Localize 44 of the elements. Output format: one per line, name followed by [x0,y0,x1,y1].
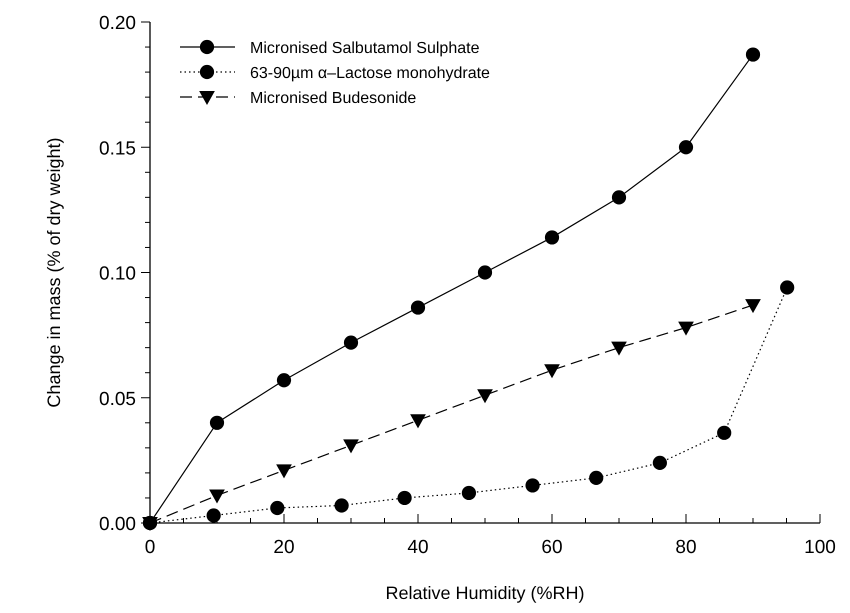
point [544,364,560,378]
point [206,508,221,523]
point [398,490,412,506]
point [717,426,732,440]
x-tick-label: 40 [407,537,429,558]
point [344,336,358,350]
point [746,299,760,313]
point [410,300,426,315]
point [462,486,476,500]
point [525,478,540,493]
x-tick-label: 0 [144,537,156,558]
x-tick-label: 100 [804,537,836,558]
point [478,265,492,280]
y-tick-label: 0.10 [99,264,136,284]
point [589,470,604,486]
point [276,373,292,388]
legend-label: 63-90µm α–Lactose monohydrate [250,65,490,82]
point [210,416,224,430]
point [210,489,224,503]
point [678,140,694,154]
x-tick-label: 20 [273,537,295,558]
point [334,498,349,513]
point [270,500,284,516]
y-tick-label: 0.15 [99,138,136,160]
point [544,230,560,245]
point [410,414,426,428]
point [478,389,492,403]
point [652,456,667,470]
y-tick-label: 0.05 [99,388,136,410]
point [612,190,626,204]
point [612,342,626,356]
x-tick-label: 80 [675,537,697,558]
legend-label: Micronised Salbutamol Sulphate [250,40,480,57]
y-tick-label: 0.00 [99,514,136,535]
x-tick-label: 60 [541,537,563,558]
point [344,439,358,453]
y-axis-title: Change in mass (% of dry weight) [44,137,64,408]
legend-label: Micronised Budesonide [250,90,416,107]
point [780,280,794,295]
point [678,322,694,336]
x-axis-title: Relative Humidity (%RH) [385,583,585,603]
point [746,47,760,62]
point [276,464,292,478]
y-tick-label: 0.20 [99,13,136,34]
